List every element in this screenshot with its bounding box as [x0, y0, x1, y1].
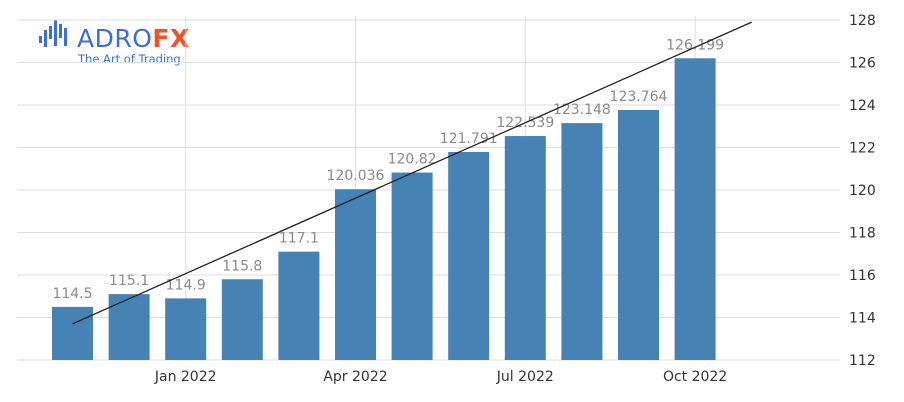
data-label: 114.5	[52, 286, 92, 302]
x-tick-label: Oct 2022	[663, 369, 727, 385]
bar	[52, 306, 93, 360]
data-label: 123.148	[553, 102, 611, 118]
y-tick-label: 128	[849, 13, 876, 29]
y-tick-label: 112	[849, 353, 876, 369]
brand-logo: ADROFX The Art of Trading	[38, 14, 190, 74]
bar	[165, 298, 207, 360]
y-tick-label: 126	[849, 56, 876, 72]
bar-chart-logo-icon	[39, 20, 67, 47]
data-label: 121.791	[440, 131, 498, 147]
y-tick-label: 122	[849, 141, 876, 157]
trendline-layer	[72, 21, 752, 325]
brand-name-main: ADRO	[77, 24, 153, 53]
data-label: 114.9	[166, 277, 206, 293]
bar	[448, 151, 490, 360]
bar	[391, 172, 433, 360]
y-tick-label: 116	[849, 268, 876, 284]
bar	[221, 279, 263, 360]
bar	[108, 294, 150, 360]
data-label: 115.1	[109, 273, 149, 289]
bar	[674, 58, 716, 361]
data-label: 123.764	[610, 89, 668, 105]
trendline	[72, 21, 752, 325]
y-tick-label: 118	[849, 226, 876, 242]
data-label: 126.199	[666, 37, 724, 53]
bar	[335, 189, 376, 360]
bar	[504, 136, 546, 360]
y-tick-label: 114	[849, 311, 876, 327]
brand-name: ADROFX	[77, 24, 190, 54]
data-label: 120.82	[388, 152, 437, 168]
axis-labels-layer: 112 114 116 118 120 122 124 126 128 Jan 2022 Apr 2…	[154, 13, 876, 385]
x-tick-label: Jan 2022	[154, 369, 217, 385]
data-label: 115.8	[222, 258, 262, 274]
y-tick-label: 120	[849, 183, 876, 199]
bar	[618, 110, 659, 360]
data-label: 120.036	[327, 168, 385, 184]
bars-layer	[52, 58, 716, 361]
y-tick-label: 124	[849, 98, 876, 114]
x-tick-label: Jul 2022	[496, 369, 554, 385]
bar	[561, 123, 603, 360]
brand-name-accent: FX	[152, 24, 190, 53]
bar	[278, 251, 320, 360]
x-tick-label: Apr 2022	[323, 369, 387, 385]
data-label: 117.1	[279, 231, 319, 247]
